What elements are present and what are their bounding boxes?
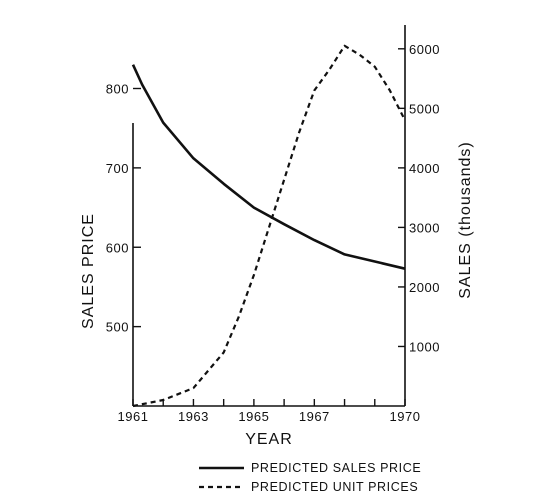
chart-axes [132, 25, 406, 407]
x-tick-label: 1965 [238, 409, 269, 424]
chart-ticks: 500 600 700 800 1000 2000 3000 4000 5000 6000 1961… [106, 42, 440, 424]
right-y-axis-title: SALES (thousands) [457, 141, 474, 299]
left-y-tick-label: 700 [106, 161, 129, 176]
x-tick-label: 1961 [118, 409, 149, 424]
x-axis-title: YEAR [245, 431, 293, 448]
series-line-sales-price [131, 64, 406, 270]
left-y-axis-title: SALES PRICE [80, 213, 97, 329]
left-y-tick-label: 600 [106, 240, 129, 255]
right-y-tick-label: 3000 [409, 220, 440, 235]
chart-series [131, 44, 406, 408]
left-y-tick-label: 800 [106, 82, 129, 97]
right-y-tick-label: 5000 [409, 101, 440, 116]
right-y-tick-label: 1000 [409, 339, 440, 354]
right-y-tick-label: 2000 [409, 280, 440, 295]
right-y-tick-label: 4000 [409, 161, 440, 176]
left-y-tick-label: 500 [106, 320, 129, 335]
x-tick-label: 1967 [299, 409, 330, 424]
right-y-tick-label: 6000 [409, 42, 440, 57]
legend-label-unit-prices: PREDICTED UNIT PRICES [251, 480, 418, 494]
legend-label-sales-price: PREDICTED SALES PRICE [251, 461, 421, 475]
x-tick-label: 1963 [178, 409, 209, 424]
series-line-unit-prices [132, 44, 406, 408]
x-tick-label: 1970 [390, 409, 421, 424]
chart-legend: PREDICTED SALES PRICE PREDICTED UNIT PRI… [199, 461, 421, 494]
